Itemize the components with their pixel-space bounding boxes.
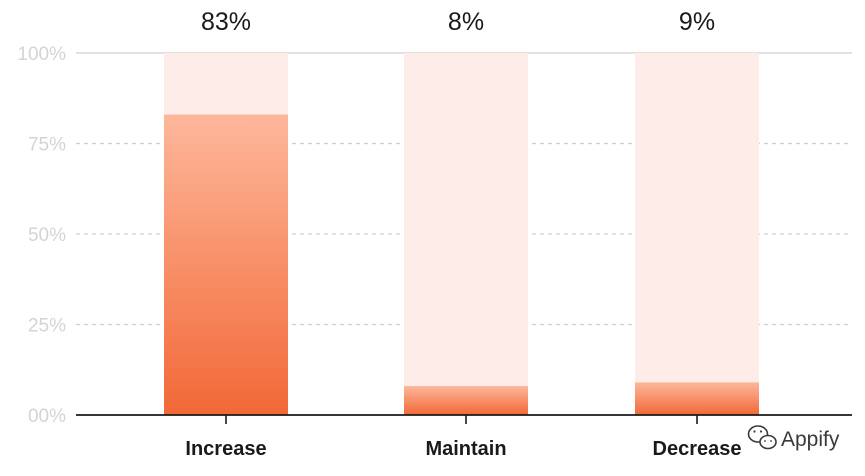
bar-value-label: 9% bbox=[679, 8, 715, 36]
y-tick-label: 00% bbox=[28, 406, 66, 427]
y-tick-label: 100% bbox=[17, 44, 66, 65]
value-labels: 83% 8% 9% bbox=[201, 8, 715, 36]
watermark-text: Appify bbox=[781, 428, 840, 451]
bar-value-label: 83% bbox=[201, 8, 251, 36]
y-axis-ticks: 00% 25% 50% 75% 100% bbox=[17, 44, 66, 427]
bar bbox=[164, 114, 288, 415]
bar-value-label: 8% bbox=[448, 8, 484, 36]
bar bbox=[635, 382, 759, 415]
bar-background bbox=[404, 53, 528, 415]
y-tick-label: 75% bbox=[28, 135, 66, 156]
category-label: Increase bbox=[185, 438, 266, 460]
wechat-icon bbox=[747, 425, 777, 450]
bar-background bbox=[635, 53, 759, 415]
y-tick-label: 50% bbox=[28, 225, 66, 246]
category-labels: Increase Maintain Decrease bbox=[185, 438, 741, 460]
category-label: Maintain bbox=[425, 438, 506, 460]
y-tick-label: 25% bbox=[28, 316, 66, 337]
bars bbox=[164, 114, 759, 415]
bar bbox=[404, 386, 528, 415]
category-label: Decrease bbox=[653, 438, 742, 460]
x-axis bbox=[76, 414, 852, 424]
watermark: Appify bbox=[747, 425, 840, 451]
